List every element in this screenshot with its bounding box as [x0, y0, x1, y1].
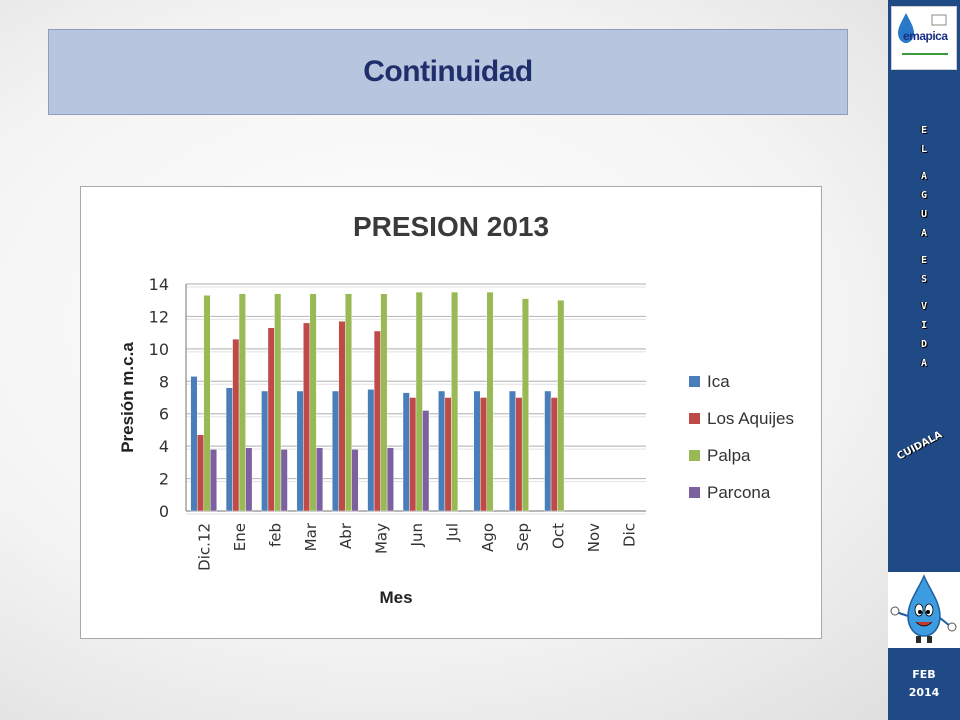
- bar-ica: [402, 392, 410, 512]
- y-tick-label: 12: [149, 307, 169, 326]
- bar-parcona: [209, 449, 217, 512]
- slogan-letter: V: [920, 301, 928, 312]
- bar-ica: [190, 376, 198, 512]
- x-tick-label: Nov: [585, 523, 603, 552]
- x-tick-label: Abr: [337, 522, 355, 549]
- logo-drop-icon: [898, 13, 948, 55]
- x-tick-label: Mar: [302, 522, 320, 551]
- bar-palpa: [451, 291, 459, 512]
- y-tick-label: 0: [159, 502, 169, 521]
- emapica-logo: emapica: [891, 6, 957, 70]
- bar-palpa: [486, 291, 494, 512]
- date-year: 2014: [908, 686, 940, 699]
- y-axis-label: Presión m.c.a: [118, 342, 137, 453]
- bar-los-aquijes: [515, 397, 523, 512]
- bar-ica: [438, 390, 446, 512]
- bar-los-aquijes: [409, 397, 417, 512]
- bar-palpa: [203, 295, 211, 512]
- bar-palpa: [380, 293, 388, 512]
- bar-ica: [225, 387, 233, 512]
- bar-palpa: [415, 291, 423, 512]
- bar-los-aquijes: [480, 397, 487, 512]
- slogan-letter: D: [920, 339, 928, 350]
- bar-ica: [544, 390, 552, 512]
- bar-parcona: [316, 447, 324, 512]
- chart-title: PRESION 2013: [353, 211, 549, 242]
- x-tick-label: Dic: [620, 523, 638, 547]
- bar-palpa: [521, 298, 529, 512]
- bar-los-aquijes: [303, 322, 311, 512]
- bar-palpa: [345, 293, 352, 512]
- logo-brand-text: emapica: [903, 29, 948, 43]
- legend-label: Parcona: [707, 483, 771, 502]
- x-axis-label: Mes: [379, 588, 412, 607]
- pressure-chart-svg: PRESION 2013 0 2 4 6 8 10 12 14 Presión m.c.a Dic.…: [118, 211, 794, 607]
- bar-ica: [296, 390, 304, 512]
- bar-palpa: [238, 293, 246, 512]
- x-tick-label: Jun: [408, 523, 426, 547]
- y-tick-label: 10: [149, 340, 169, 359]
- bar-los-aquijes: [373, 330, 381, 512]
- slide-title: Continuidad: [363, 55, 533, 88]
- slogan-letter: E: [920, 125, 928, 136]
- x-tick-label: Sep: [514, 523, 532, 551]
- y-tick-label: 14: [149, 275, 169, 294]
- bar-palpa: [309, 293, 317, 512]
- slogan-letter: E: [920, 255, 928, 266]
- x-tick-label: Jul: [443, 523, 461, 542]
- bar-parcona: [280, 449, 288, 512]
- legend-label: Palpa: [707, 446, 751, 465]
- slide-title-box: Continuidad: [48, 29, 848, 115]
- slogan-letter: I: [920, 320, 928, 331]
- bar-palpa: [557, 300, 565, 512]
- x-tick-label: Ago: [479, 523, 497, 552]
- slogan-letter: G: [920, 190, 928, 201]
- x-tick-label: May: [373, 523, 391, 554]
- bar-los-aquijes: [232, 338, 240, 512]
- y-tick-label: 6: [159, 405, 169, 424]
- x-tick-label: Oct: [550, 523, 568, 549]
- legend-label: Los Aquijes: [707, 409, 794, 428]
- bar-parcona: [422, 410, 430, 512]
- slogan-letter: L: [920, 144, 928, 155]
- slogan-letter: A: [920, 171, 928, 182]
- mascot-panel: [888, 572, 960, 648]
- legend-swatch: [689, 413, 700, 424]
- y-tick-label: 2: [159, 470, 169, 489]
- bar-palpa: [274, 293, 282, 512]
- slogan-letter: S: [920, 274, 928, 285]
- legend-swatch: [689, 376, 700, 387]
- legend-swatch: [689, 450, 700, 461]
- bar-ica: [473, 390, 481, 512]
- y-tick-label: 8: [159, 372, 169, 391]
- slogan-letter: U: [920, 209, 928, 220]
- bar-los-aquijes: [196, 434, 204, 512]
- x-tick-label: Dic.12: [196, 523, 214, 571]
- date-month: FEB: [912, 668, 936, 681]
- bar-los-aquijes: [550, 397, 558, 512]
- bar-parcona: [245, 447, 253, 512]
- slogan-letter: A: [920, 358, 928, 369]
- bar-los-aquijes: [267, 327, 275, 512]
- bar-parcona: [351, 449, 359, 512]
- bar-los-aquijes: [444, 397, 452, 512]
- bar-parcona: [386, 447, 394, 512]
- bar-ica: [508, 390, 516, 512]
- pressure-chart: PRESION 2013 0 2 4 6 8 10 12 14 Presión m.c.a Dic.…: [80, 186, 822, 639]
- bar-los-aquijes: [338, 321, 346, 512]
- x-tick-label: Ene: [231, 523, 249, 551]
- bar-ica: [332, 390, 339, 512]
- water-drop-mascot-icon: [890, 574, 957, 643]
- x-tick-label: feb: [266, 523, 284, 547]
- bar-ica: [261, 390, 269, 512]
- legend-swatch: [689, 487, 700, 498]
- legend-label: Ica: [707, 372, 730, 391]
- slogan-letter: A: [920, 228, 928, 239]
- bar-ica: [367, 389, 375, 512]
- y-tick-label: 4: [159, 437, 169, 456]
